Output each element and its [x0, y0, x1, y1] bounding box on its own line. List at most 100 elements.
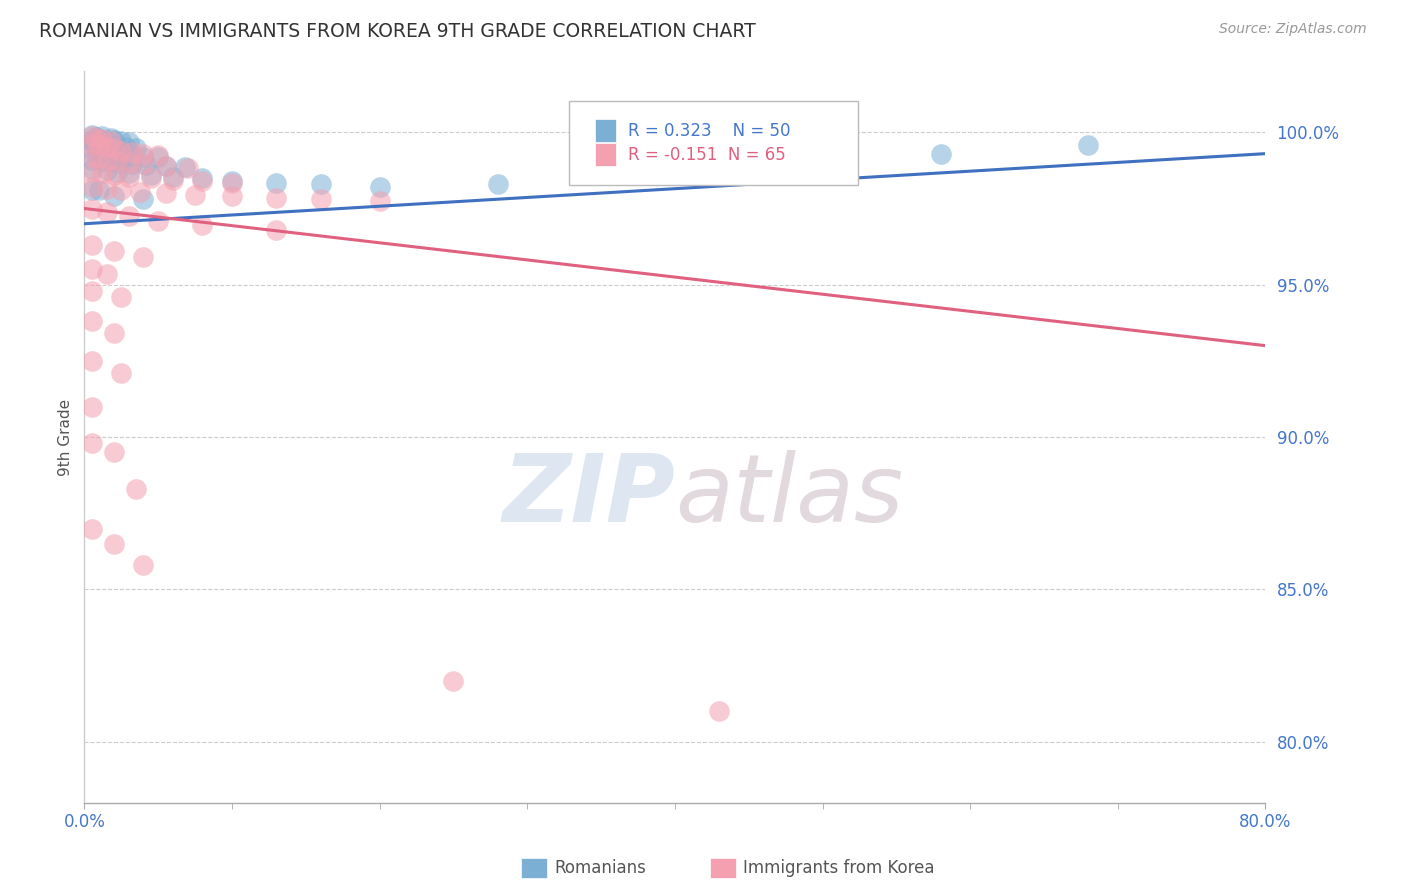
Point	[80, 153, 103, 167]
Point	[135, 158, 157, 172]
Point	[191, 219, 214, 233]
Point	[80, 314, 103, 328]
Point	[91, 132, 114, 146]
Point	[91, 166, 114, 180]
Point	[118, 156, 141, 170]
Point	[132, 157, 155, 171]
Point	[173, 161, 195, 175]
Text: R = -0.151  N = 65: R = -0.151 N = 65	[627, 145, 786, 164]
Point	[114, 140, 136, 154]
Point	[221, 176, 243, 190]
Point	[97, 153, 120, 167]
Point	[94, 135, 117, 149]
Point	[103, 133, 125, 147]
Point	[132, 146, 155, 161]
Point	[80, 180, 103, 194]
Point	[100, 130, 122, 145]
Point	[91, 128, 114, 143]
Bar	[522, 858, 547, 878]
Point	[87, 138, 111, 153]
Point	[105, 165, 128, 179]
Point	[132, 193, 155, 207]
Point	[221, 189, 243, 203]
Text: Source: ZipAtlas.com: Source: ZipAtlas.com	[1219, 22, 1367, 37]
Point	[110, 147, 132, 161]
Point	[110, 134, 132, 148]
Point	[96, 182, 118, 196]
Text: Immigrants from Korea: Immigrants from Korea	[744, 859, 935, 877]
Point	[103, 168, 125, 182]
Point	[709, 704, 731, 718]
Point	[97, 138, 120, 153]
Point	[80, 400, 103, 414]
Point	[80, 128, 103, 143]
Point	[80, 183, 103, 197]
Point	[80, 150, 103, 164]
Point	[110, 156, 132, 170]
Point	[96, 140, 118, 154]
Point	[132, 250, 155, 264]
Bar	[595, 143, 616, 167]
FancyBboxPatch shape	[568, 101, 858, 185]
Point	[80, 128, 103, 143]
Text: R = 0.323    N = 50: R = 0.323 N = 50	[627, 121, 790, 140]
Point	[139, 168, 162, 182]
Point	[118, 166, 141, 180]
Point	[368, 194, 391, 208]
Point	[125, 140, 148, 154]
Text: ROMANIAN VS IMMIGRANTS FROM KOREA 9TH GRADE CORRELATION CHART: ROMANIAN VS IMMIGRANTS FROM KOREA 9TH GR…	[39, 22, 756, 41]
Point	[87, 137, 111, 152]
Point	[191, 174, 214, 188]
Point	[148, 148, 170, 162]
Text: Romanians: Romanians	[554, 859, 647, 877]
Point	[266, 191, 288, 205]
Point	[184, 187, 207, 202]
Point	[103, 146, 125, 161]
Point	[87, 151, 111, 165]
Point	[486, 177, 509, 191]
Point	[91, 154, 114, 169]
Point	[96, 145, 118, 160]
Point	[100, 135, 122, 149]
Point	[80, 136, 103, 150]
Point	[103, 189, 125, 203]
Point	[96, 204, 118, 219]
Point	[177, 161, 200, 176]
Point	[148, 150, 170, 164]
Point	[162, 172, 184, 186]
Point	[129, 185, 152, 199]
Point	[266, 176, 288, 190]
Point	[221, 174, 243, 188]
Point	[80, 165, 103, 179]
Point	[121, 145, 143, 160]
Point	[80, 522, 103, 536]
Point	[80, 133, 103, 147]
Point	[148, 213, 170, 227]
Point	[132, 150, 155, 164]
Point	[266, 223, 288, 237]
Point	[1077, 137, 1099, 152]
Point	[191, 171, 214, 186]
Point	[155, 160, 177, 174]
Bar	[710, 858, 737, 878]
Point	[929, 146, 952, 161]
Point	[110, 183, 132, 197]
Point	[103, 537, 125, 551]
Point	[96, 163, 118, 178]
Point	[443, 673, 465, 688]
Point	[105, 154, 128, 169]
Point	[368, 180, 391, 194]
Point	[80, 354, 103, 368]
Point	[103, 244, 125, 259]
Point	[118, 169, 141, 184]
Point	[103, 326, 125, 341]
Point	[125, 482, 148, 496]
Point	[87, 183, 111, 197]
Point	[162, 169, 184, 184]
Point	[87, 132, 111, 146]
Text: atlas: atlas	[675, 450, 903, 541]
Point	[84, 130, 107, 145]
Point	[139, 171, 162, 186]
Point	[309, 193, 332, 207]
Point	[100, 155, 122, 169]
